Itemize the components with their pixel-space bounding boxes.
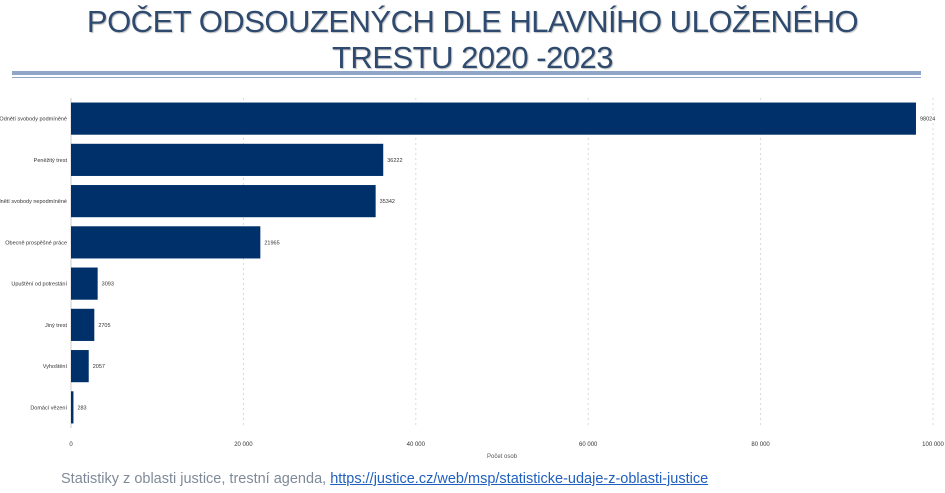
- value-label: 2057: [93, 364, 105, 370]
- bar: [71, 226, 261, 259]
- title-line-2: TRESTU 2020 -2023: [332, 40, 613, 75]
- value-label: 36222: [387, 158, 402, 164]
- source-link[interactable]: https://justice.cz/web/msp/statisticke-u…: [330, 471, 709, 487]
- x-tick-label: 20 000: [234, 442, 253, 448]
- value-label: 35342: [380, 199, 395, 205]
- value-label: 3093: [102, 282, 114, 288]
- x-axis-title: Počet osob: [487, 454, 518, 460]
- category-label: Peněžitý trest: [34, 158, 68, 164]
- bar-chart: 0 20 000 40 000 60 000 80 000 100 000 Počet os…: [0, 98, 945, 460]
- category-label: Jiný trest: [45, 323, 67, 329]
- value-label: 2705: [98, 323, 110, 329]
- source-footer: Statistiky z oblasti justice, trestní ag…: [61, 471, 708, 487]
- category-label: Obecně prospěšné práce: [5, 240, 67, 246]
- bar: [71, 143, 384, 176]
- x-tick-label: 100 000: [922, 442, 944, 448]
- category-label: Odnětí svobody nepodmíněné: [0, 199, 67, 205]
- category-label: Domácí vězení: [30, 405, 67, 411]
- category-label: Upuštění od potrestání: [11, 282, 67, 288]
- x-tick-label: 80 000: [751, 442, 770, 448]
- bar: [71, 391, 74, 424]
- value-label: 98024: [920, 117, 935, 123]
- x-tick-label: 40 000: [407, 442, 426, 448]
- bar: [71, 267, 98, 300]
- category-label: Odnětí svobody podmíněné: [0, 117, 67, 123]
- x-tick-label: 0: [69, 442, 73, 448]
- bar: [71, 308, 95, 341]
- bar: [71, 185, 376, 218]
- title-line-1: POČET ODSOUZENÝCH DLE HLAVNÍHO ULOŽENÉHO: [86, 4, 859, 39]
- source-text: Statistiky z oblasti justice, trestní ag…: [61, 471, 331, 487]
- bar: [71, 350, 89, 383]
- value-label: 283: [77, 405, 86, 411]
- category-label: Vyhoštění: [43, 364, 68, 370]
- title-divider-thick: [12, 71, 921, 75]
- x-tick-label: 60 000: [579, 442, 598, 448]
- bar: [71, 102, 916, 135]
- page-title: POČET ODSOUZENÝCH DLE HLAVNÍHO ULOŽENÉHO…: [0, 4, 945, 76]
- value-label: 21965: [264, 240, 279, 246]
- title-divider-thin: [12, 77, 921, 78]
